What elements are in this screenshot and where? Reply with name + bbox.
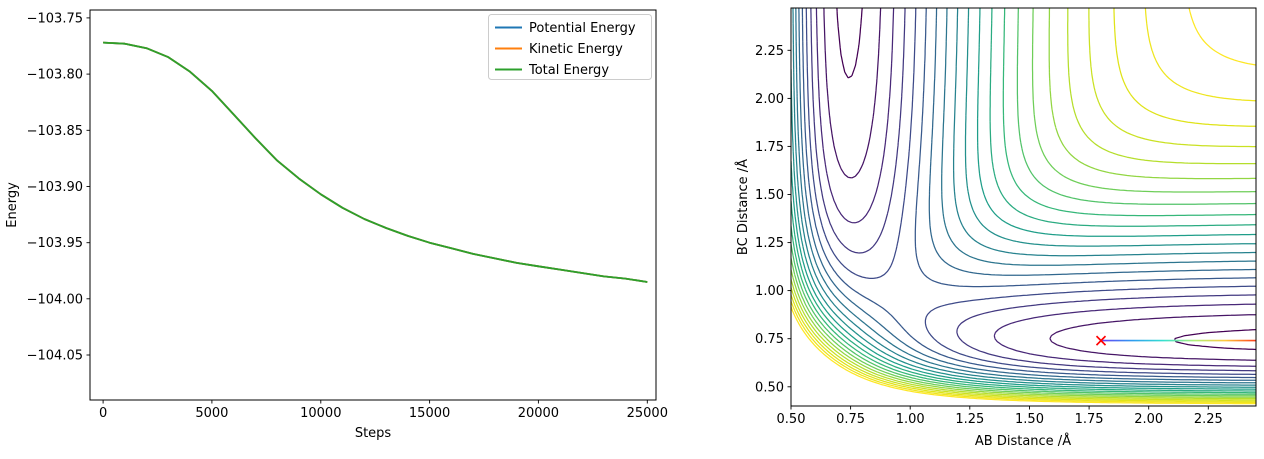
contour-line: [791, 8, 1256, 405]
energy-y-tick-label: −103.80: [27, 68, 83, 83]
energy-x-tick-label: 0: [99, 406, 107, 421]
contour-line: [791, 8, 1256, 394]
pes-x-tick-label: 1.25: [955, 412, 984, 427]
pes-x-tick-label: 1.50: [1015, 412, 1044, 427]
pes-y-tick-label: 0.75: [755, 332, 784, 347]
energy-y-tick-label: −104.00: [27, 292, 83, 307]
pes-x-tick-label: 1.75: [1075, 412, 1104, 427]
contour-line: [815, 8, 1256, 367]
energy-x-tick-label: 10000: [300, 406, 341, 421]
pes-y-tick-label: 1.75: [755, 140, 784, 155]
pes-plot-frame: [790, 7, 1257, 407]
energy-x-tick-label: 15000: [409, 406, 450, 421]
energy-y-tick-label: −103.75: [27, 11, 83, 26]
contour-line: [791, 8, 1256, 401]
pes-ylabel: BC Distance /Å: [735, 159, 751, 255]
contour-line: [791, 8, 1256, 398]
energy-y-tick-label: −104.05: [27, 349, 83, 364]
contour-line: [801, 8, 1256, 379]
x-marker: [1095, 335, 1107, 346]
contour-line: [792, 8, 1256, 386]
legend-box: [488, 14, 652, 80]
legend: Potential Energy Kinetic Energy Total Ener…: [488, 14, 652, 80]
energy-y-tick-label: −103.95: [27, 236, 83, 251]
contour-line: [795, 8, 1256, 384]
energy-ylabel: Energy: [5, 182, 20, 228]
pes-xlabel: AB Distance /Å: [975, 433, 1071, 449]
pes-y-tick-label: 2.25: [755, 44, 784, 59]
contour-line: [791, 8, 1256, 390]
pes-y-tick-label: 0.50: [755, 380, 784, 395]
pes-x-tick-label: 0.50: [777, 412, 806, 427]
contour-line: [791, 8, 1256, 395]
energy-plot: 0 5000 10000 15000 20000 25000 −103.75 −103.80 −…: [5, 9, 668, 441]
legend-label: Kinetic Energy: [529, 42, 623, 57]
pes-y-tick-label: 2.00: [755, 92, 784, 107]
contour-line: [791, 8, 1256, 388]
legend-label: Total Energy: [528, 63, 609, 78]
legend-label: Potential Energy: [529, 21, 636, 36]
pes-x-tick-label: 2.00: [1134, 412, 1163, 427]
contour-line: [836, 8, 1256, 351]
pes-y-tick-label: 1.50: [755, 188, 784, 203]
contour-line: [791, 8, 1256, 397]
energy-plot-frame: [89, 9, 657, 401]
energy-y-tick-label: −103.85: [27, 124, 83, 139]
contour-line: [810, 8, 1256, 372]
pes-x-tick-label: 2.25: [1194, 412, 1223, 427]
contour-line: [823, 8, 1256, 361]
contour-line: [791, 8, 1256, 402]
energy-x-tick-label: 5000: [195, 406, 228, 421]
energy-x-tick-label: 20000: [518, 406, 559, 421]
pes-contour-plot: 0.50 0.75 1.00 1.25 1.50 1.75 2.00 2.25 0.50 0.75…: [735, 7, 1257, 449]
contour-lines: [791, 8, 1256, 405]
pes-y-tick-label: 1.25: [755, 236, 784, 251]
energy-y-tick-label: −103.90: [27, 180, 83, 195]
pes-x-tick-label: 0.75: [836, 412, 865, 427]
pes-y-tick-label: 1.00: [755, 284, 784, 299]
pes-x-tick-label: 1.00: [896, 412, 925, 427]
contour-line: [798, 8, 1256, 381]
contour-line: [791, 8, 1256, 392]
series-total-energy: [103, 41, 648, 283]
energy-xlabel: Steps: [355, 426, 392, 441]
energy-x-tick-label: 25000: [627, 406, 668, 421]
contour-line: [805, 8, 1256, 376]
contour-line: [791, 8, 1256, 404]
contour-line: [791, 8, 1256, 400]
